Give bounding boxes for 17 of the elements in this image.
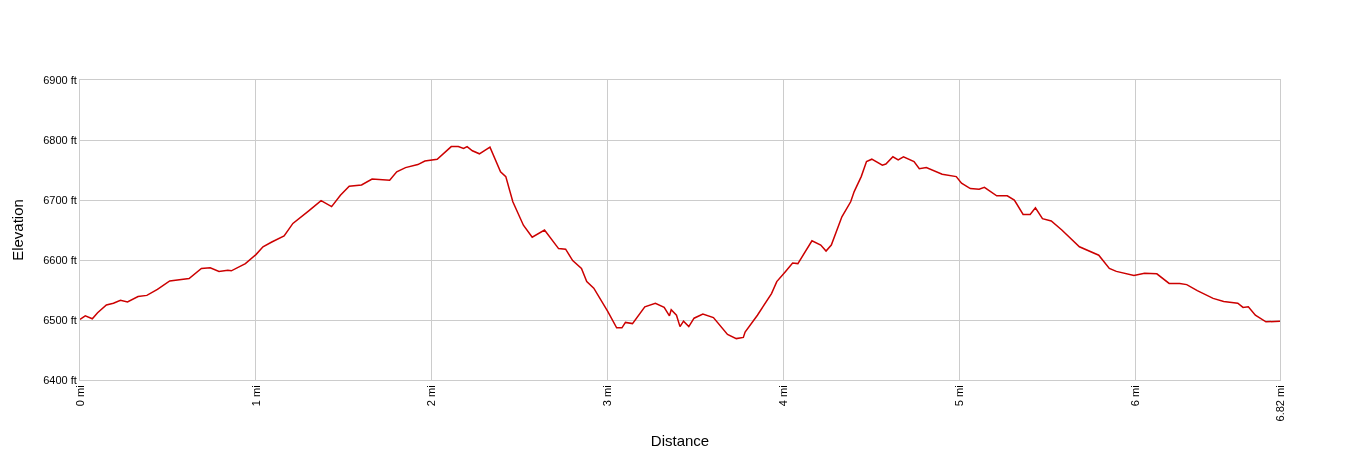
- x-tick-label: 1 mi: [249, 385, 262, 407]
- x-axis-title: Distance: [650, 432, 710, 450]
- y-tick-label: 6600 ft: [43, 253, 77, 266]
- y-tick-label: 6800 ft: [43, 133, 77, 146]
- x-tick-label: 4 mi: [777, 385, 790, 407]
- y-tick-label: 6400 ft: [43, 373, 77, 386]
- x-tick-label: 2 mi: [425, 385, 438, 407]
- y-axis-title: Elevation: [9, 199, 27, 261]
- x-tick-label: 0 mi: [73, 385, 86, 407]
- x-tick-label: 5 mi: [953, 385, 966, 407]
- y-tick-label: 6500 ft: [43, 313, 77, 326]
- x-tick-label: 3 mi: [601, 385, 614, 407]
- x-tick-label: 6 mi: [1129, 385, 1142, 407]
- y-tick-label: 6700 ft: [43, 193, 77, 206]
- y-tick-label: 6900 ft: [43, 73, 77, 86]
- line-series: [80, 145, 1280, 340]
- x-tick-label: 6.82 mi: [1273, 385, 1286, 422]
